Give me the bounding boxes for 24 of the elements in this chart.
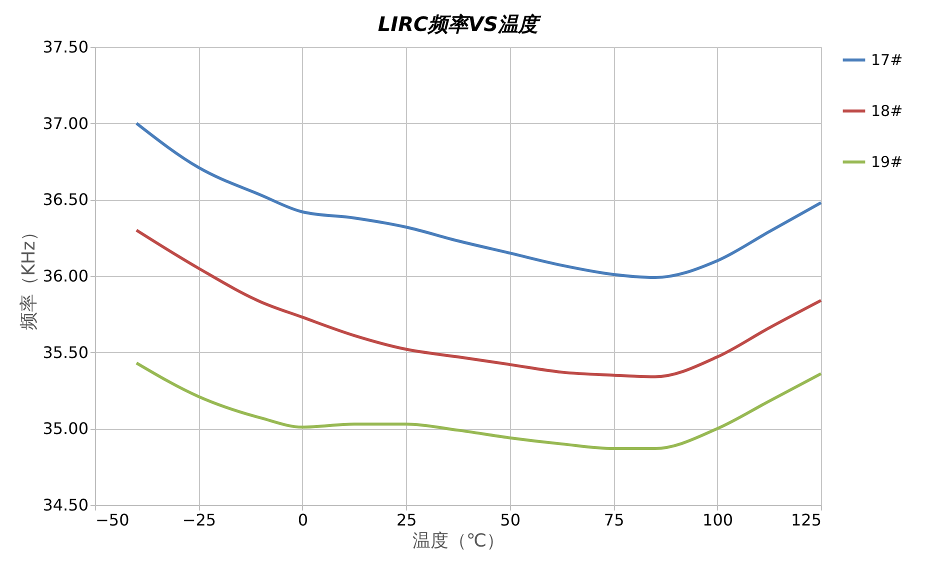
- y-tick-label: 37.00: [42, 114, 88, 133]
- line-series: [134, 362, 822, 450]
- line-series: [134, 122, 822, 280]
- y-axis-title: 频率（KHz）: [18, 223, 40, 330]
- legend-label: 17#: [871, 51, 903, 69]
- legend-label: 19#: [871, 153, 903, 171]
- y-tick-label: 35.00: [42, 419, 88, 438]
- line-series: [134, 228, 822, 378]
- x-tick-label: 0: [298, 510, 308, 530]
- y-tick-label: 36.50: [42, 190, 88, 210]
- y-tick-label: 37.50: [42, 38, 88, 56]
- y-tick-label: 34.50: [42, 496, 88, 514]
- x-tick-label: 100: [702, 510, 734, 530]
- y-tick-label: 36.00: [42, 266, 88, 286]
- legend-label: 18#: [871, 102, 903, 120]
- x-axis-title: 温度（℃）: [412, 530, 505, 552]
- x-tick-label: 50: [500, 510, 521, 530]
- x-tick-label: 25: [396, 510, 417, 530]
- chart-title: LIRC频率VS温度: [378, 12, 542, 36]
- x-tick-label: −25: [182, 510, 216, 530]
- x-tick-label: −50: [96, 510, 130, 530]
- y-tick-label: 35.50: [42, 342, 88, 362]
- x-tick-label: 75: [604, 510, 624, 530]
- x-tick-label: 125: [790, 510, 822, 530]
